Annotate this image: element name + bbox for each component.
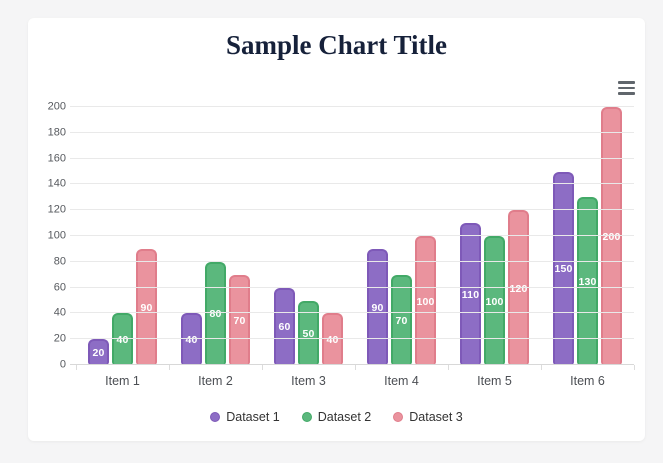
hamburger-icon	[617, 92, 635, 95]
hamburger-icon	[617, 81, 635, 84]
bar-group: 110 100 120	[448, 107, 541, 365]
bar-value-label: 40	[116, 334, 129, 347]
bar-value-label: 60	[278, 321, 291, 334]
legend-marker-icon	[210, 412, 221, 422]
legend-item-dataset-2[interactable]: Dataset 2	[301, 410, 372, 424]
y-tick-label: 40	[53, 306, 66, 319]
x-axis-category-label: Item 2	[198, 374, 233, 388]
bar-dataset-1[interactable]: 110	[460, 223, 481, 365]
gridline	[70, 260, 634, 262]
bar-value-label: 50	[302, 327, 315, 340]
gridline	[70, 131, 634, 133]
gridline	[70, 286, 634, 288]
legend-marker-icon	[393, 412, 404, 422]
bar-value-label: 110	[461, 289, 480, 302]
gridline	[70, 209, 634, 211]
gridline	[70, 312, 634, 314]
gridline	[70, 364, 634, 365]
bar-dataset-3[interactable]: 40	[322, 313, 343, 365]
y-axis-labels: 0 20 40 60 80 100 120 140 160 180 200	[28, 101, 66, 370]
bar-value-label: 70	[395, 314, 408, 327]
x-axis-labels: Item 1 Item 2 Item 3 Item 4 Item 5 Item 6	[76, 374, 634, 388]
bar-dataset-3[interactable]: 200	[601, 107, 622, 365]
bar-dataset-2[interactable]: 80	[205, 261, 226, 365]
hamburger-icon	[617, 86, 635, 90]
bar-dataset-2[interactable]: 40	[112, 313, 133, 365]
bar-dataset-1[interactable]: 40	[181, 313, 202, 365]
gridline	[70, 106, 634, 107]
y-tick-label: 20	[53, 332, 66, 345]
bar-dataset-2[interactable]: 50	[298, 300, 319, 365]
bar-groups: 20 40 90 40 80 70 60 50 40 90 70 100 110 100 120 150 130…	[76, 107, 634, 365]
x-axis-tick	[448, 365, 449, 370]
y-tick-label: 180	[47, 126, 66, 139]
bar-value-label: 20	[92, 347, 105, 360]
y-tick-label: 60	[53, 281, 66, 294]
x-axis-category-label: Item 6	[570, 374, 605, 388]
y-tick-label: 160	[47, 152, 66, 165]
x-axis-tick	[169, 365, 170, 370]
bar-value-label: 200	[602, 231, 621, 243]
legend-label: Dataset 3	[409, 410, 463, 424]
y-tick-label: 200	[47, 100, 66, 113]
bar-dataset-3[interactable]: 90	[136, 248, 157, 365]
bar-value-label: 90	[140, 301, 153, 314]
bar-value-label: 40	[326, 334, 339, 347]
legend-marker-icon	[301, 412, 312, 422]
bar-value-label: 40	[185, 334, 198, 347]
x-axis-tick	[262, 365, 263, 370]
plot-area: 20 40 90 40 80 70 60 50 40 90 70 100 110 100 120 150 130…	[70, 106, 635, 370]
bar-value-label: 100	[485, 295, 504, 308]
y-tick-label: 120	[47, 203, 66, 216]
bar-dataset-3[interactable]: 70	[229, 274, 250, 365]
legend-label: Dataset 2	[317, 410, 372, 424]
y-tick-label: 0	[59, 358, 66, 371]
bar-group: 90 70 100	[355, 107, 448, 365]
bar-dataset-2[interactable]: 130	[577, 197, 598, 365]
bar-group: 40 80 70	[169, 107, 262, 365]
y-tick-label: 140	[47, 177, 66, 190]
bar-value-label: 70	[233, 314, 246, 327]
bar-chart: 0 20 40 60 80 100 120 140 160 180 200 20 40 90 40 80 70…	[28, 18, 645, 441]
bar-dataset-2[interactable]: 100	[484, 236, 505, 365]
chart-card: Sample Chart Title 0 20 40 60 80 100 120 140 160…	[28, 18, 645, 441]
bar-group: 60 50 40	[262, 107, 355, 365]
x-axis-category-label: Item 5	[477, 374, 512, 388]
legend: Dataset 1 Dataset 2 Dataset 3	[28, 410, 645, 424]
x-axis-tick	[634, 365, 635, 370]
bar-dataset-1[interactable]: 150	[553, 171, 574, 365]
legend-label: Dataset 1	[226, 410, 280, 424]
chart-title: Sample Chart Title	[225, 30, 447, 60]
y-tick-label: 100	[47, 229, 66, 242]
x-axis-category-label: Item 4	[384, 374, 419, 388]
gridline	[70, 338, 634, 340]
gridline	[70, 235, 634, 236]
bar-group: 20 40 90	[76, 107, 169, 365]
legend-item-dataset-3[interactable]: Dataset 3	[393, 410, 463, 424]
bar-group: 150 130 200	[541, 107, 634, 365]
y-tick-label: 80	[53, 255, 66, 268]
x-axis-category-label: Item 3	[291, 374, 326, 388]
bar-value-label: 150	[554, 263, 573, 276]
x-axis-tick	[355, 365, 356, 370]
bar-value-label: 130	[578, 276, 597, 289]
bar-dataset-1[interactable]: 60	[274, 287, 295, 365]
x-axis-tick	[76, 365, 77, 370]
bar-value-label: 100	[416, 295, 435, 308]
bar-value-label: 90	[371, 301, 384, 314]
gridline	[70, 157, 634, 159]
x-axis-category-label: Item 1	[105, 374, 140, 388]
chart-context-menu-button[interactable]	[614, 78, 638, 98]
bar-dataset-2[interactable]: 70	[391, 274, 412, 365]
bar-dataset-1[interactable]: 20	[88, 339, 109, 365]
bar-dataset-3[interactable]: 100	[415, 236, 436, 365]
bar-dataset-1[interactable]: 90	[367, 248, 388, 365]
bar-value-label: 80	[209, 308, 222, 321]
x-axis-tick	[541, 365, 542, 370]
bar-value-label: 120	[509, 282, 528, 295]
legend-item-dataset-1[interactable]: Dataset 1	[210, 410, 280, 424]
gridline	[70, 183, 634, 185]
